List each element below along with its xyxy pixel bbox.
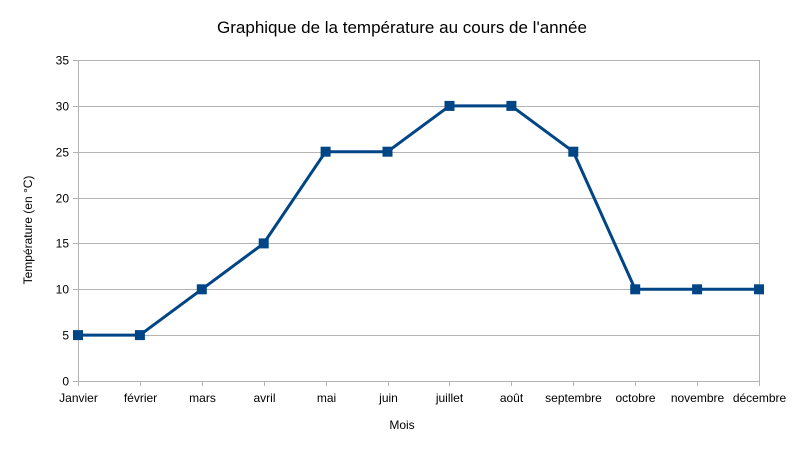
chart-title: Graphique de la température au cours de …	[217, 18, 587, 37]
data-point-juillet	[444, 100, 455, 111]
x-tick-label: février	[124, 391, 157, 405]
data-point-Janvier	[73, 330, 83, 341]
y-tick-label: 5	[62, 329, 69, 343]
x-tick-label: mars	[189, 391, 216, 405]
x-tick-label: avril	[253, 391, 275, 405]
x-tick-label: août	[500, 391, 524, 405]
y-tick-label: 35	[56, 54, 70, 68]
data-point-juin	[382, 146, 393, 157]
x-tick-label: mai	[317, 391, 336, 405]
x-tick-label: décembre	[733, 391, 787, 405]
data-point-août	[506, 100, 517, 111]
series-line	[78, 104, 759, 337]
data-point-décembre	[754, 284, 764, 295]
y-tick-label: 25	[56, 146, 70, 160]
data-point-novembre	[692, 284, 703, 295]
x-tick-label: septembre	[545, 391, 602, 405]
x-tick-label: juin	[378, 391, 398, 405]
x-tick-label: novembre	[671, 391, 725, 405]
data-point-septembre	[568, 146, 579, 157]
data-point-mars	[196, 284, 207, 295]
x-tick-label: octobre	[615, 391, 655, 405]
data-point-février	[134, 330, 145, 341]
x-tick-label: juillet	[435, 391, 464, 405]
y-tick-label: 30	[56, 100, 70, 114]
x-tick-label: Janvier	[59, 391, 98, 405]
data-point-avril	[258, 238, 269, 249]
data-point-mai	[320, 146, 331, 157]
data-point-octobre	[630, 284, 641, 295]
y-tick-label: 20	[56, 192, 70, 206]
y-tick-label: 0	[62, 375, 69, 389]
y-tick-label: 15	[56, 237, 70, 251]
y-tick-label: 10	[56, 283, 70, 297]
x-axis-label: Mois	[389, 418, 415, 432]
